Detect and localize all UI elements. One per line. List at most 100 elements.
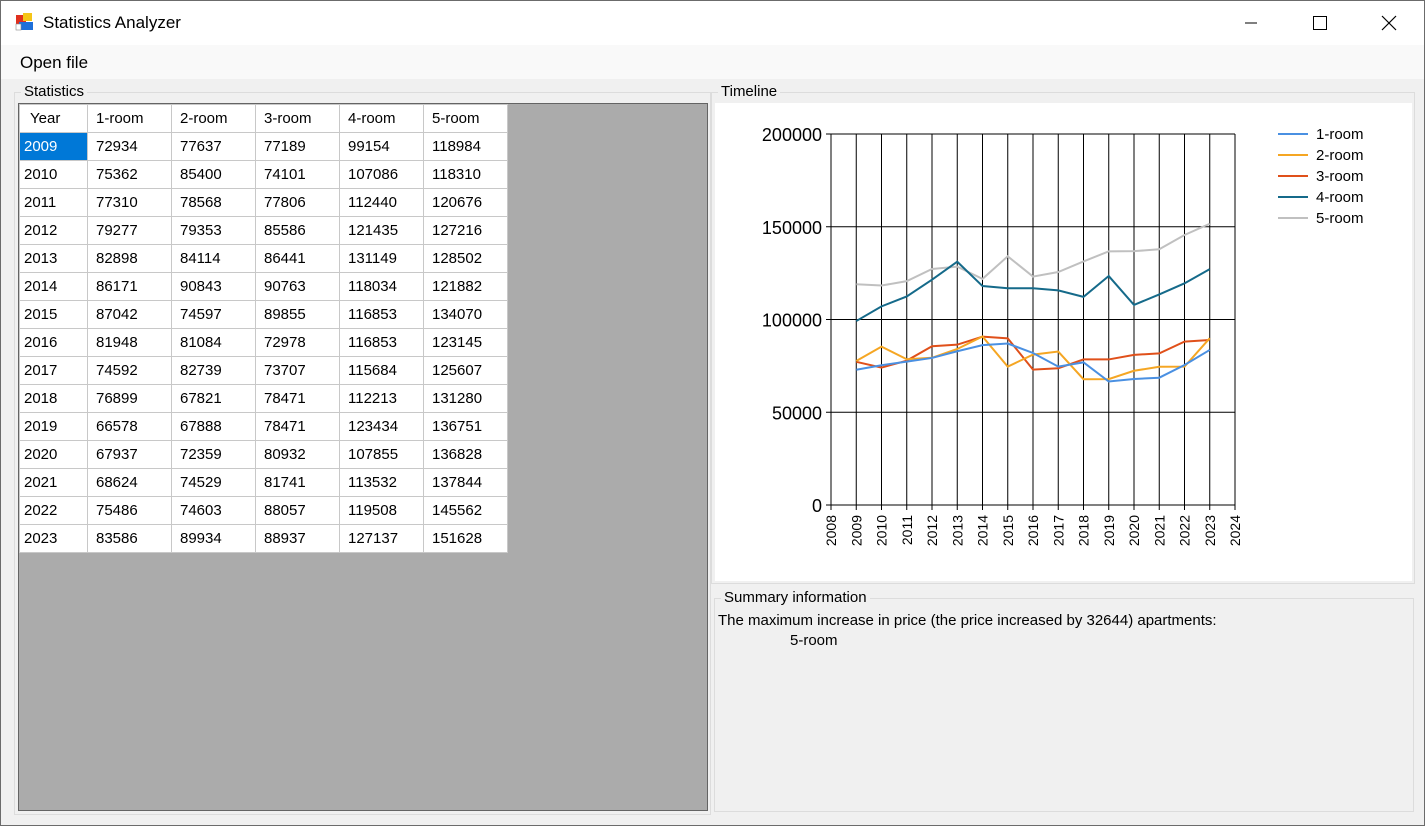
table-row[interactable]: 2022 75486 74603 88057 119508 145562 (19, 496, 508, 525)
value-cell[interactable]: 112213 (339, 384, 424, 413)
table-row[interactable]: 2021 68624 74529 81741 113532 137844 (19, 468, 508, 497)
value-cell[interactable]: 81741 (255, 468, 340, 497)
value-cell[interactable]: 82739 (171, 356, 256, 385)
value-cell[interactable]: 78471 (255, 412, 340, 441)
year-cell[interactable]: 2013 (19, 244, 88, 273)
value-cell[interactable]: 99154 (339, 132, 424, 161)
value-cell[interactable]: 88937 (255, 524, 340, 553)
year-cell[interactable]: 2020 (19, 440, 88, 469)
value-cell[interactable]: 112440 (339, 188, 424, 217)
close-button[interactable] (1354, 1, 1424, 45)
maximize-button[interactable] (1285, 1, 1355, 45)
value-cell[interactable]: 107855 (339, 440, 424, 469)
value-cell[interactable]: 119508 (339, 496, 424, 525)
timeline-chart[interactable]: 2008 2009 2010 2011 2012 2013 2014 2015 2016 2017… (715, 103, 1412, 581)
title-bar[interactable]: Statistics Analyzer (1, 1, 1424, 45)
value-cell[interactable]: 83586 (87, 524, 172, 553)
table-row[interactable]: 2011 77310 78568 77806 112440 120676 (19, 188, 508, 217)
table-row[interactable]: 2023 83586 89934 88937 127137 151628 (19, 524, 508, 553)
value-cell[interactable]: 128502 (423, 244, 508, 273)
value-cell[interactable]: 79277 (87, 216, 172, 245)
value-cell[interactable]: 72978 (255, 328, 340, 357)
value-cell[interactable]: 89934 (171, 524, 256, 553)
year-cell[interactable]: 2023 (19, 524, 88, 553)
value-cell[interactable]: 87042 (87, 300, 172, 329)
column-header-4-room[interactable]: 4-room (339, 104, 424, 133)
value-cell[interactable]: 77637 (171, 132, 256, 161)
year-cell[interactable]: 2010 (19, 160, 88, 189)
year-cell[interactable]: 2016 (19, 328, 88, 357)
menu-open-file[interactable]: Open file (20, 53, 89, 72)
table-row[interactable]: 2014 86171 90843 90763 118034 121882 (19, 272, 508, 301)
table-row[interactable]: 2012 79277 79353 85586 121435 127216 (19, 216, 508, 245)
value-cell[interactable]: 118984 (423, 132, 508, 161)
table-row[interactable]: 2010 75362 85400 74101 107086 118310 (19, 160, 508, 189)
value-cell[interactable]: 116853 (339, 300, 424, 329)
table-row[interactable]: 2020 67937 72359 80932 107855 136828 (19, 440, 508, 469)
statistics-grid[interactable]: Year 1-room 2-room 3-room 4-room 5-room … (18, 103, 708, 811)
value-cell[interactable]: 78471 (255, 384, 340, 413)
table-row[interactable]: 2018 76899 67821 78471 112213 131280 (19, 384, 508, 413)
value-cell[interactable]: 116853 (339, 328, 424, 357)
value-cell[interactable]: 74603 (171, 496, 256, 525)
table-row[interactable]: 2015 87042 74597 89855 116853 134070 (19, 300, 508, 329)
value-cell[interactable]: 123434 (339, 412, 424, 441)
value-cell[interactable]: 90763 (255, 272, 340, 301)
value-cell[interactable]: 72934 (87, 132, 172, 161)
value-cell[interactable]: 118034 (339, 272, 424, 301)
column-header-1-room[interactable]: 1-room (87, 104, 172, 133)
value-cell[interactable]: 75362 (87, 160, 172, 189)
column-header-3-room[interactable]: 3-room (255, 104, 340, 133)
value-cell[interactable]: 82898 (87, 244, 172, 273)
value-cell[interactable]: 77189 (255, 132, 340, 161)
year-cell[interactable]: 2009 (19, 132, 88, 161)
value-cell[interactable]: 90843 (171, 272, 256, 301)
value-cell[interactable]: 74529 (171, 468, 256, 497)
value-cell[interactable]: 113532 (339, 468, 424, 497)
year-cell[interactable]: 2015 (19, 300, 88, 329)
year-cell[interactable]: 2014 (19, 272, 88, 301)
value-cell[interactable]: 72359 (171, 440, 256, 469)
value-cell[interactable]: 66578 (87, 412, 172, 441)
value-cell[interactable]: 67888 (171, 412, 256, 441)
table-row[interactable]: 2009 72934 77637 77189 99154 118984 (19, 132, 508, 161)
value-cell[interactable]: 125607 (423, 356, 508, 385)
year-cell[interactable]: 2017 (19, 356, 88, 385)
column-header-2-room[interactable]: 2-room (171, 104, 256, 133)
value-cell[interactable]: 73707 (255, 356, 340, 385)
value-cell[interactable]: 136828 (423, 440, 508, 469)
value-cell[interactable]: 127137 (339, 524, 424, 553)
value-cell[interactable]: 86441 (255, 244, 340, 273)
value-cell[interactable]: 76899 (87, 384, 172, 413)
value-cell[interactable]: 74101 (255, 160, 340, 189)
value-cell[interactable]: 134070 (423, 300, 508, 329)
value-cell[interactable]: 80932 (255, 440, 340, 469)
value-cell[interactable]: 86171 (87, 272, 172, 301)
value-cell[interactable]: 77310 (87, 188, 172, 217)
value-cell[interactable]: 77806 (255, 188, 340, 217)
value-cell[interactable]: 84114 (171, 244, 256, 273)
value-cell[interactable]: 121882 (423, 272, 508, 301)
value-cell[interactable]: 79353 (171, 216, 256, 245)
table-row[interactable]: 2016 81948 81084 72978 116853 123145 (19, 328, 508, 357)
value-cell[interactable]: 81084 (171, 328, 256, 357)
value-cell[interactable]: 151628 (423, 524, 508, 553)
year-cell[interactable]: 2022 (19, 496, 88, 525)
value-cell[interactable]: 131280 (423, 384, 508, 413)
year-cell[interactable]: 2018 (19, 384, 88, 413)
table-row[interactable]: 2019 66578 67888 78471 123434 136751 (19, 412, 508, 441)
table-row[interactable]: 2013 82898 84114 86441 131149 128502 (19, 244, 508, 273)
value-cell[interactable]: 107086 (339, 160, 424, 189)
value-cell[interactable]: 123145 (423, 328, 508, 357)
value-cell[interactable]: 89855 (255, 300, 340, 329)
minimize-button[interactable] (1216, 1, 1286, 45)
table-row[interactable]: 2017 74592 82739 73707 115684 125607 (19, 356, 508, 385)
value-cell[interactable]: 78568 (171, 188, 256, 217)
value-cell[interactable]: 85586 (255, 216, 340, 245)
value-cell[interactable]: 115684 (339, 356, 424, 385)
year-cell[interactable]: 2011 (19, 188, 88, 217)
year-cell[interactable]: 2012 (19, 216, 88, 245)
value-cell[interactable]: 67821 (171, 384, 256, 413)
column-header-5-room[interactable]: 5-room (423, 104, 508, 133)
value-cell[interactable]: 136751 (423, 412, 508, 441)
